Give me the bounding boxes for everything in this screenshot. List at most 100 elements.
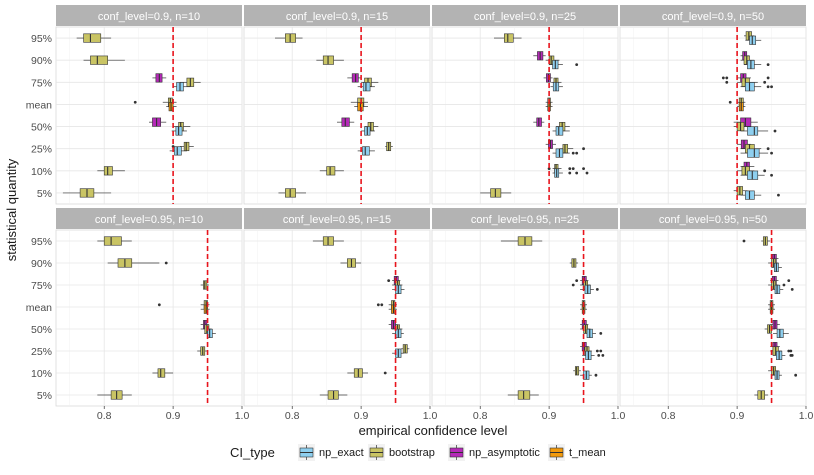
box-np_exact — [552, 168, 589, 178]
x-tick-label: 0.9 — [730, 410, 745, 422]
panel-4: conf_level=0.9, n=50 — [619, 5, 807, 205]
legend-label: np_exact — [319, 447, 364, 459]
panel-strip-label: conf_level=0.95, n=50 — [659, 214, 767, 226]
outlier-point — [157, 303, 161, 307]
box-bootstrap — [507, 390, 539, 400]
box-np_exact — [740, 126, 777, 136]
box-bootstrap — [278, 188, 306, 198]
box-np_asymptotic — [337, 117, 355, 127]
box-np_exact — [552, 148, 579, 158]
panel-strip — [620, 208, 806, 229]
x-axis-title: empirical confidence level — [359, 423, 508, 438]
box-np_exact — [771, 284, 794, 294]
panel-strip — [244, 5, 430, 26]
x-tick-label: 0.9 — [542, 410, 557, 422]
y-tick-labels: 95% 90% 75% mean 50% 25% 10% 5% 95% 90% 75% mean 50%… — [26, 33, 52, 402]
box-np_asymptotic — [533, 117, 545, 127]
box-t_mean — [737, 102, 746, 112]
outlier-point — [790, 354, 794, 357]
box-bootstrap — [62, 188, 112, 198]
y-tick-label: 10% — [31, 368, 52, 380]
y-tick-label: 25% — [31, 144, 52, 156]
panel-background — [243, 229, 431, 407]
legend-title: CI_type — [230, 445, 275, 460]
outlier-point — [742, 239, 746, 243]
box-np_asymptotic — [770, 320, 780, 330]
panel-background — [619, 26, 807, 205]
box-np_exact — [740, 170, 773, 180]
box-bootstrap — [97, 166, 125, 176]
y-tick-label: 5% — [37, 188, 52, 200]
panel-strip-label: conf_level=0.95, n=10 — [95, 214, 203, 226]
legend-item-np-asymptotic: np_asymptotic — [448, 444, 540, 461]
x-tick-label: 1.0 — [235, 410, 250, 422]
box-bootstrap — [742, 236, 771, 246]
box-iqr — [747, 148, 760, 158]
legend-label: t_mean — [569, 447, 606, 459]
panel-strip-label: conf_level=0.9, n=10 — [98, 11, 200, 23]
y-tick-label: mean — [26, 99, 52, 111]
y-axis-title: statistical quantity — [4, 158, 19, 261]
outlier-point — [790, 288, 794, 291]
panel-strip-label: conf_level=0.9, n=25 — [474, 11, 576, 23]
outlier-point — [766, 63, 770, 66]
y-tick-label: 10% — [31, 166, 52, 178]
box-np_asymptotic — [152, 73, 167, 83]
box-bootstrap — [480, 188, 512, 198]
panel-background — [431, 26, 619, 205]
box-t_mean — [166, 102, 177, 112]
box-np_exact — [580, 370, 598, 380]
y-tick-label: 90% — [31, 55, 52, 67]
x-tick-label: 0.8 — [661, 410, 676, 422]
outlier-point — [599, 332, 603, 335]
outlier-point — [782, 283, 786, 287]
outlier-point — [164, 261, 168, 265]
box-iqr — [103, 236, 122, 246]
outlier-point — [601, 354, 605, 357]
box-np_exact — [740, 82, 773, 92]
panel-3: conf_level=0.9, n=25 — [431, 5, 619, 205]
x-tick-label: 0.9 — [166, 410, 181, 422]
y-tick-label: 95% — [31, 236, 52, 248]
box-np_asymptotic — [545, 139, 556, 149]
y-tick-label: 50% — [31, 324, 52, 336]
box-iqr — [362, 82, 371, 92]
box-bootstrap — [559, 144, 585, 154]
box-np_exact — [740, 190, 780, 200]
box-np_exact — [740, 148, 773, 158]
outlier-point — [380, 303, 384, 307]
outlier-point — [770, 173, 773, 177]
outlier-point — [571, 151, 575, 155]
panel-background — [55, 26, 243, 205]
outlier-point — [766, 147, 770, 151]
panel-5: conf_level=0.95, n=10 — [55, 208, 243, 407]
box-bootstrap — [385, 141, 393, 152]
outlier-point — [773, 129, 777, 133]
legend: CI_type np_exact bootstrap np_asymptotic t_… — [230, 444, 606, 461]
box-bootstrap — [275, 33, 303, 43]
box-np_exact — [549, 60, 579, 70]
box-iqr — [362, 146, 370, 156]
legend-item-bootstrap: bootstrap — [368, 444, 435, 461]
box-iqr — [157, 368, 166, 378]
box-np_exact — [772, 350, 794, 360]
x-tick-label: 0.8 — [97, 410, 112, 422]
box-np_exact — [771, 262, 782, 272]
outlier-point — [763, 80, 767, 84]
x-tick-label: 0.8 — [285, 410, 300, 422]
panel-strip — [56, 5, 242, 26]
box-np_exact — [204, 328, 216, 338]
panel-strip — [432, 208, 618, 229]
box-bootstrap — [573, 366, 581, 376]
box-bootstrap — [312, 236, 344, 246]
box-np_exact — [744, 60, 770, 70]
box-np_exact — [361, 126, 375, 136]
panel-8: conf_level=0.95, n=50 — [619, 208, 807, 407]
box-iqr — [103, 166, 113, 176]
box-bootstrap — [319, 390, 348, 400]
box-np_exact — [550, 82, 563, 92]
outlier-point — [725, 76, 729, 80]
box-iqr — [326, 166, 336, 176]
outlier-point — [794, 373, 798, 377]
